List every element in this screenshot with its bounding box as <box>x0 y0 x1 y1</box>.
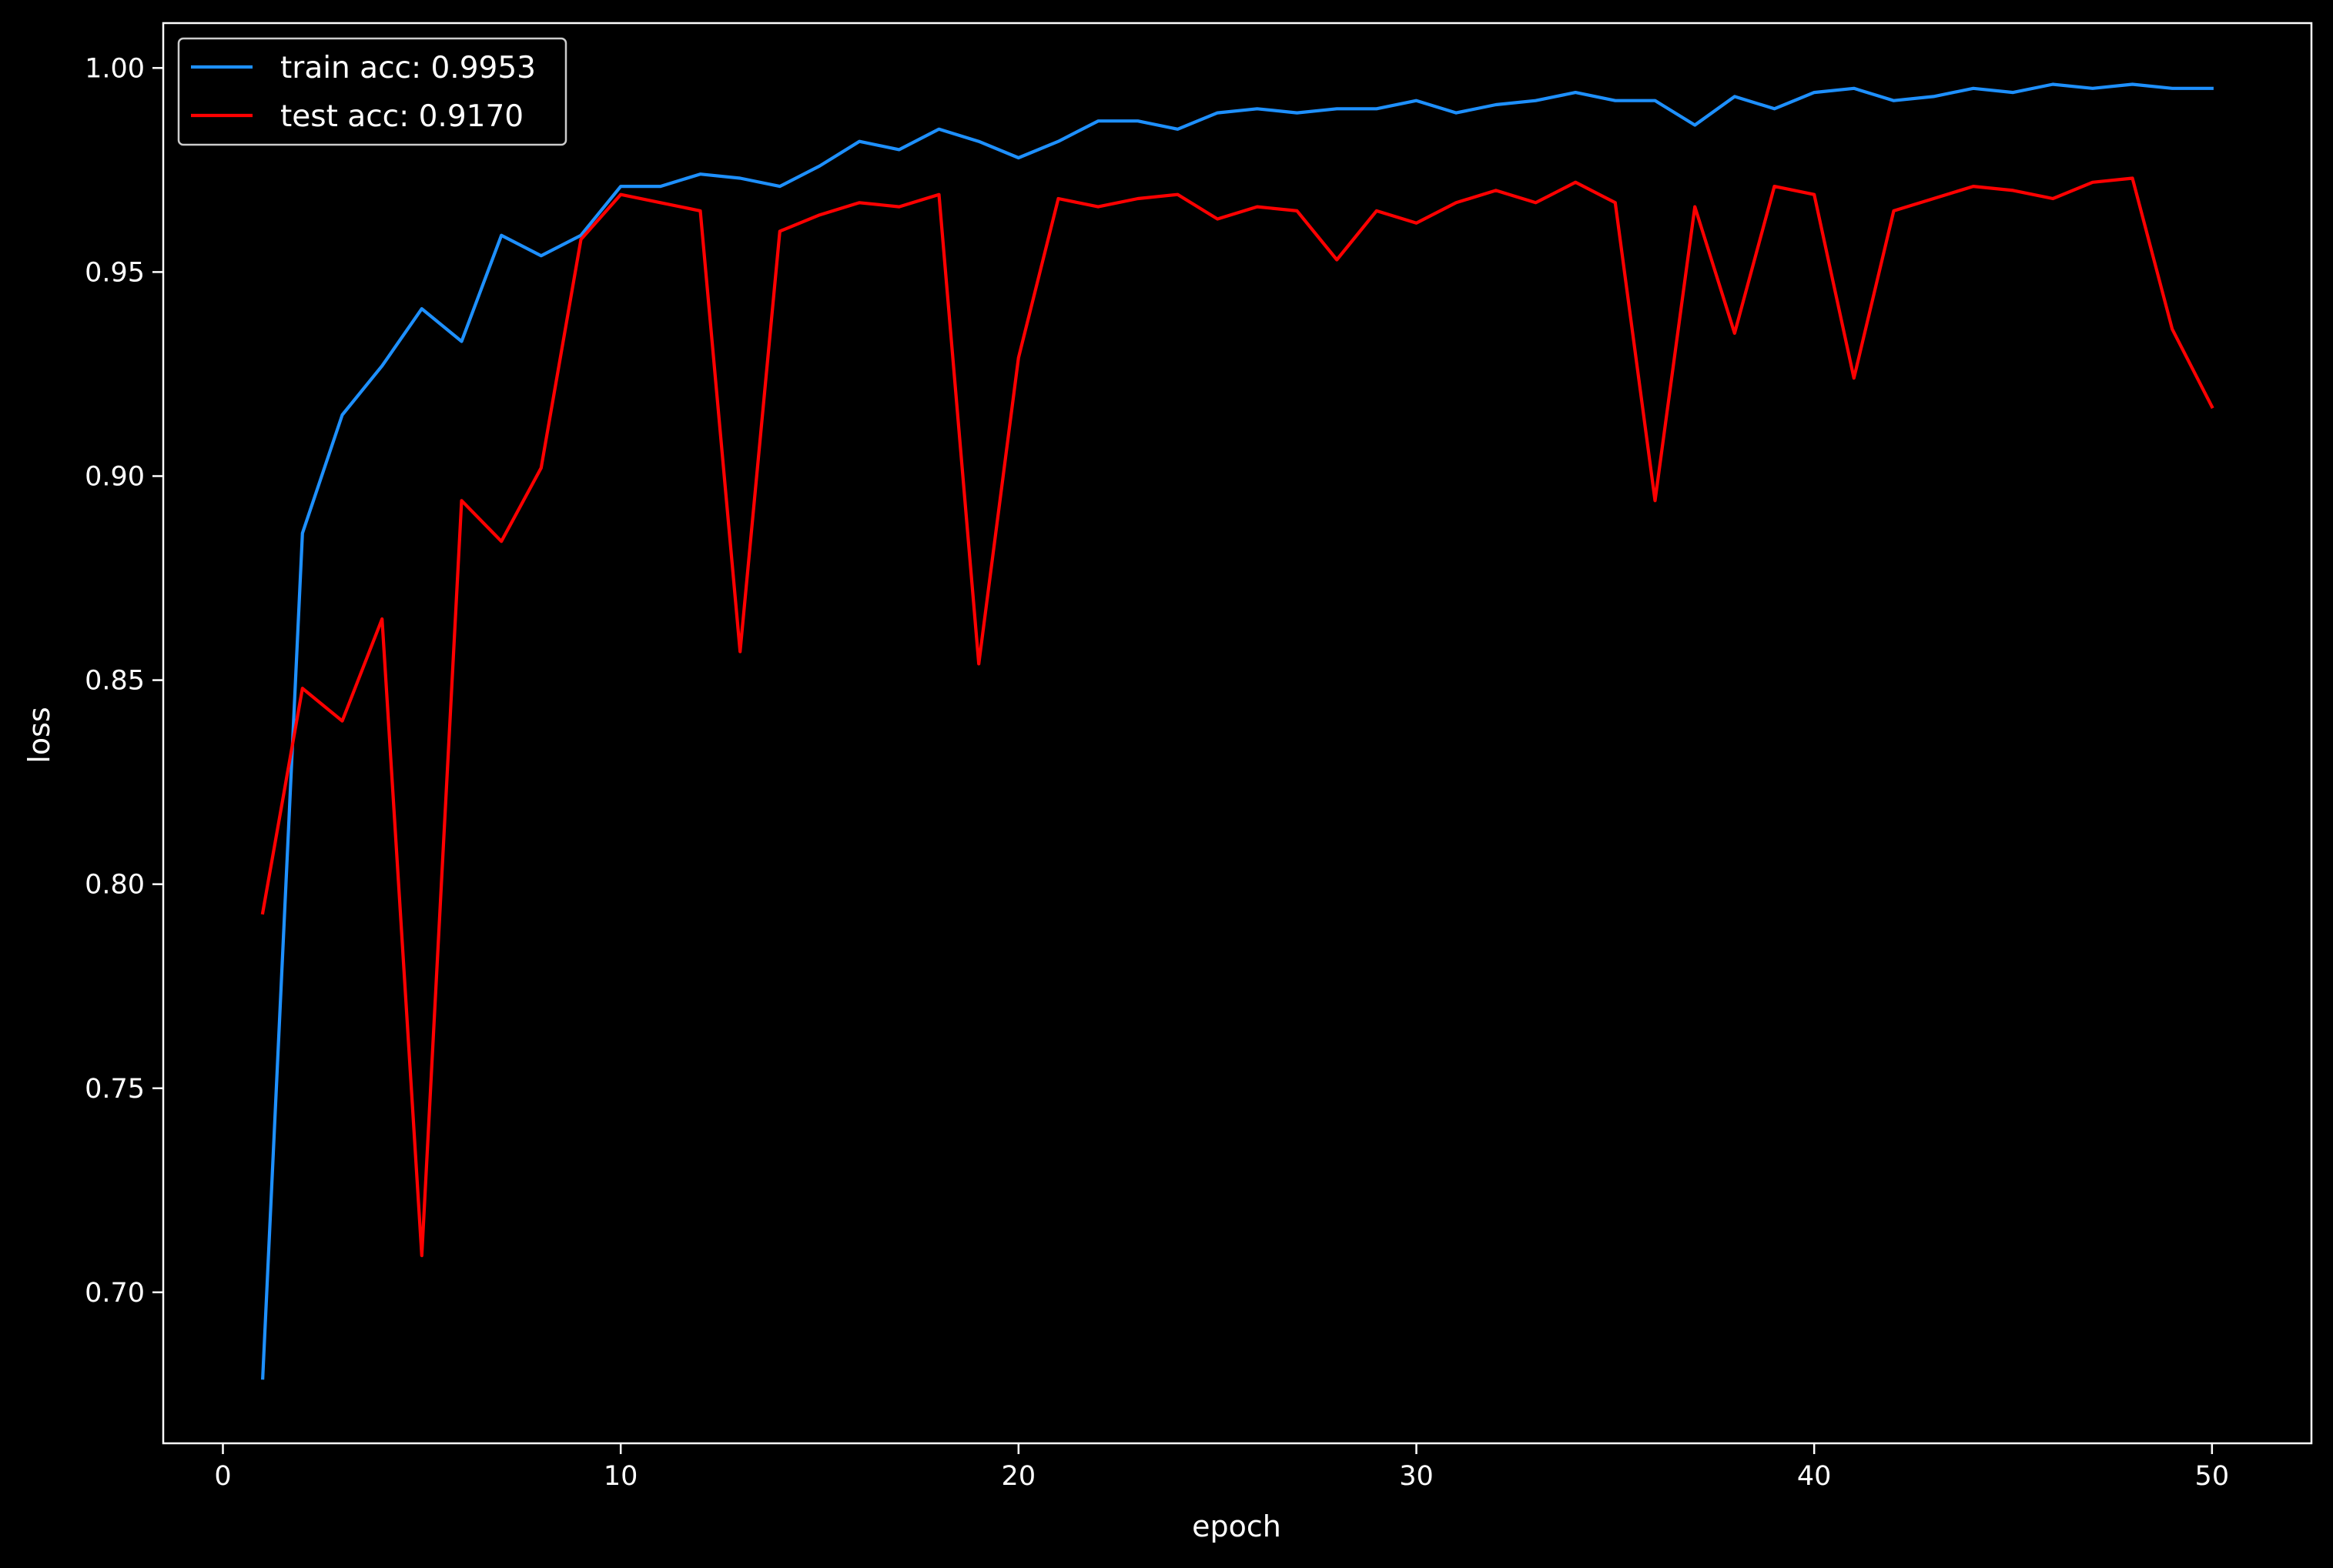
x-tick-label: 50 <box>2195 1461 2230 1492</box>
plot-area <box>162 22 2313 1445</box>
x-tick-label: 10 <box>604 1461 638 1492</box>
x-tick-label: 30 <box>1399 1461 1434 1492</box>
x-tick-label: 0 <box>214 1461 231 1492</box>
y-tick-label: 0.90 <box>85 461 145 492</box>
y-axis: 0.70 0.75 0.80 0.85 0.90 0.95 1.00 <box>85 53 163 1309</box>
x-axis-label: epoch <box>1192 1509 1281 1543</box>
legend-box <box>177 37 567 146</box>
y-tick-label: 0.85 <box>85 666 145 697</box>
y-tick-label: 0.75 <box>85 1074 145 1105</box>
y-tick-label: 1.00 <box>85 53 145 84</box>
legend-entry: train acc: 0.9953 <box>280 51 536 85</box>
x-axis: 0 10 20 30 40 50 <box>214 1443 2229 1492</box>
y-tick-label: 0.95 <box>85 257 145 288</box>
axes-frame <box>162 22 2313 1445</box>
series-line-test <box>260 176 2214 1258</box>
y-tick-label: 0.80 <box>85 870 145 901</box>
legend-entry: test acc: 0.9170 <box>280 99 524 134</box>
x-tick-label: 20 <box>1002 1461 1036 1492</box>
series-line-train <box>261 82 2214 1380</box>
x-tick-label: 40 <box>1797 1461 1832 1492</box>
legend: train acc: 0.9953 test acc: 0.9170 <box>177 37 567 146</box>
y-tick-label: 0.70 <box>85 1278 145 1309</box>
y-axis-label: loss <box>22 707 56 763</box>
